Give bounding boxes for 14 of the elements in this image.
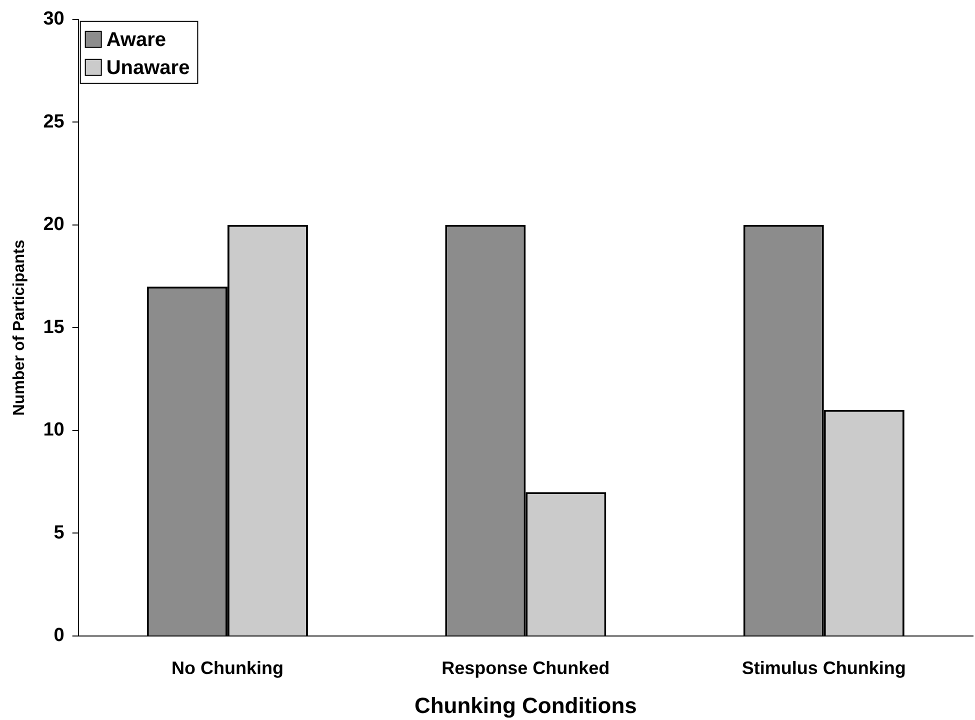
y-tick-label: 15: [43, 316, 65, 338]
y-tick-label: 20: [43, 214, 64, 236]
legend-label: Aware: [106, 28, 166, 51]
x-tick-label: No Chunking: [171, 658, 284, 678]
y-tick-label: 0: [54, 625, 64, 646]
x-tick-label: Stimulus Chunking: [742, 658, 906, 678]
y-tick-label: 25: [43, 111, 65, 132]
y-axis-title: Number of Participants: [11, 240, 28, 416]
legend-label: Unaware: [106, 56, 190, 79]
x-axis-title: Chunking Conditions: [414, 692, 637, 718]
x-tick-label: Response Chunked: [442, 658, 610, 678]
y-tick-label: 5: [54, 522, 65, 544]
y-tick-label: 30: [43, 8, 64, 30]
y-tick-label: 10: [43, 420, 64, 441]
